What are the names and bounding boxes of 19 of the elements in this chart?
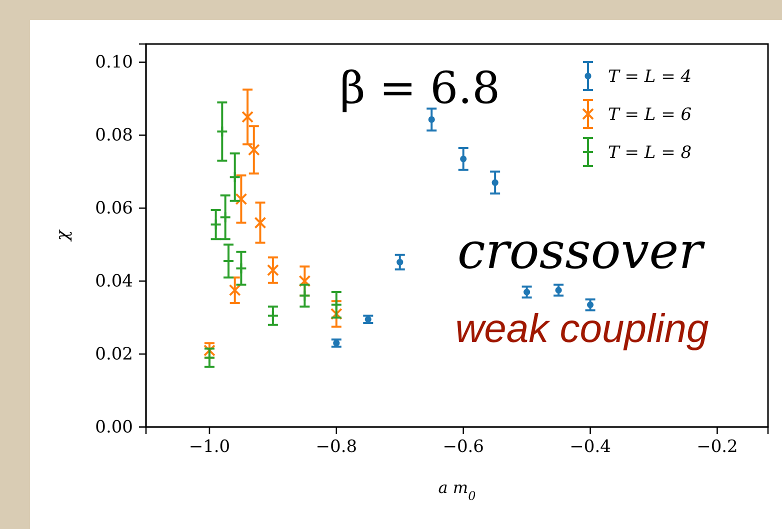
y-tick-label: 0.04 <box>95 272 133 292</box>
x-tick-label: −0.2 <box>696 437 738 458</box>
x-tick-label: −0.6 <box>442 437 484 458</box>
y-tick-label: 0.10 <box>95 52 133 73</box>
x-axis-title: a m$_{0}$ <box>438 478 476 503</box>
y-tick-label: 0.00 <box>95 417 133 438</box>
annotation: β = 6.8 <box>340 63 500 114</box>
x-tick-label: −1.0 <box>188 437 230 458</box>
y-tick-label: 0.06 <box>95 198 133 219</box>
y-tick-label: 0.08 <box>95 126 133 146</box>
legend-label: T = L = 6 <box>608 105 692 125</box>
x-tick-label: −0.8 <box>316 437 358 458</box>
legend-label: T = L = 4 <box>608 67 692 87</box>
legend-label: T = L = 8 <box>608 143 692 163</box>
x-tick-label: −0.4 <box>570 437 611 458</box>
y-tick-label: 0.02 <box>95 344 133 364</box>
y-axis-title: χ <box>53 228 73 242</box>
annotation: crossover <box>457 222 706 280</box>
annotation: weak coupling <box>455 307 709 351</box>
